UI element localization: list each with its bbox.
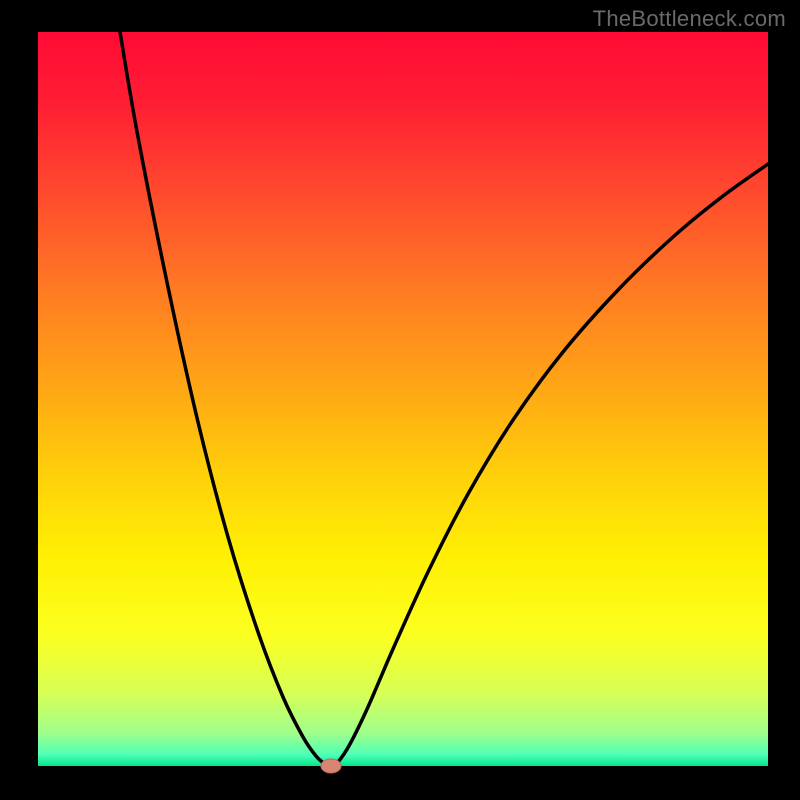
- minimum-marker: [321, 759, 341, 773]
- watermark-text: TheBottleneck.com: [593, 6, 786, 32]
- plot-area: [38, 32, 768, 766]
- chart-svg: [0, 0, 800, 800]
- chart-container: TheBottleneck.com: [0, 0, 800, 800]
